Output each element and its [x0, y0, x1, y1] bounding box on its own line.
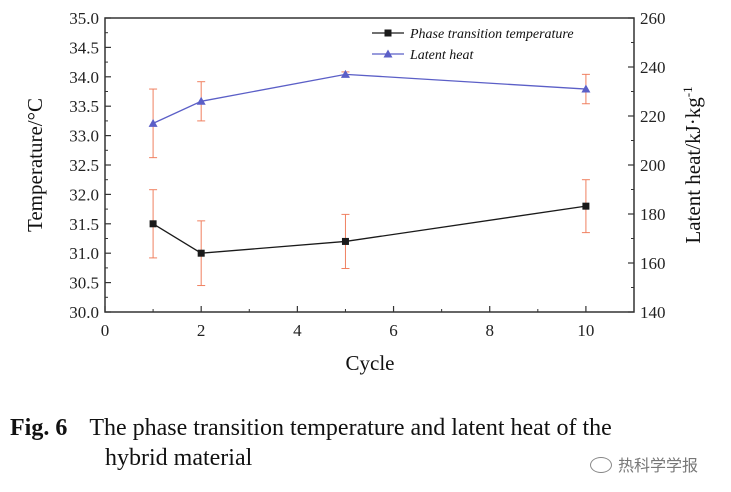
right-tick-label: 200: [640, 156, 666, 175]
right-tick-label: 260: [640, 9, 666, 28]
right-tick-label: 160: [640, 254, 666, 273]
wechat-icon: [590, 457, 612, 473]
data-point-square: [197, 249, 205, 257]
right-axis-title-main: Latent heat/kJ·kg: [681, 97, 705, 244]
right-tick-label: 140: [640, 303, 666, 322]
legend-label: Phase transition temperature: [409, 27, 574, 42]
left-tick-label: 35.0: [69, 9, 99, 28]
data-point-triangle: [581, 84, 591, 93]
right-tick-label: 220: [640, 107, 666, 126]
caption-line-1: The phase transition temperature and lat…: [89, 415, 612, 441]
legend-label: Latent heat: [409, 48, 474, 63]
series-line: [152, 205, 587, 254]
left-tick-label: 33.0: [69, 127, 99, 146]
chart-figure: 30.0 30.5 31.0 31.5 32.0 32.5 33.0 33.5 34.0 34.5…: [23, 9, 705, 375]
x-tick-label: 0: [101, 321, 110, 340]
left-tick-label: 32.5: [69, 156, 99, 175]
right-axis-title: Latent heat/kJ·kg-1: [680, 86, 705, 243]
data-point-square: [582, 202, 590, 210]
figure-label: Fig. 6: [10, 415, 68, 441]
x-tick-label: 6: [389, 321, 398, 340]
right-tick-label: 240: [640, 58, 666, 77]
figure-caption: Fig. 6 The phase transition temperature a…: [10, 413, 725, 473]
left-tick-label: 33.5: [69, 97, 99, 116]
watermark: 热科学学报: [590, 452, 698, 476]
right-axis: 140 160 180 200 220 240 260: [628, 9, 666, 322]
legend: Phase transition temperature Latent heat: [372, 27, 574, 63]
plot-area: [104, 17, 635, 313]
x-tick-label: 4: [293, 321, 302, 340]
left-tick-label: 31.5: [69, 215, 99, 234]
caption-line-2: hybrid material: [105, 445, 253, 471]
right-tick-label: 180: [640, 205, 666, 224]
x-tick-label: 10: [577, 321, 594, 340]
x-tick-label: 2: [197, 321, 206, 340]
x-axis-title: Cycle: [346, 351, 395, 375]
left-tick-label: 34.5: [69, 38, 99, 57]
series-line: [152, 73, 586, 124]
legend-marker-triangle: [383, 49, 393, 58]
left-tick-label: 30.5: [69, 274, 99, 293]
watermark-text: 热科学学报: [618, 456, 699, 475]
right-axis-title-sup: -1: [680, 86, 695, 97]
left-tick-label: 31.0: [69, 244, 99, 263]
data-point-triangle: [148, 118, 158, 127]
data-point-triangle: [196, 96, 206, 105]
left-axis-title: Temperature/°C: [23, 98, 47, 232]
series-layer: [148, 69, 591, 287]
left-tick-label: 30.0: [69, 303, 99, 322]
x-axis: 0 2 4 6 8 10: [101, 306, 594, 340]
x-tick-label: 8: [485, 321, 494, 340]
left-tick-label: 32.0: [69, 185, 99, 204]
data-point-square: [341, 237, 349, 245]
legend-marker-square: [384, 29, 392, 37]
data-point-square: [149, 220, 157, 228]
left-tick-label: 34.0: [69, 68, 99, 87]
left-axis: 30.0 30.5 31.0 31.5 32.0 32.5 33.0 33.5 34.0 34.5…: [69, 9, 111, 322]
data-point-triangle: [340, 69, 350, 78]
